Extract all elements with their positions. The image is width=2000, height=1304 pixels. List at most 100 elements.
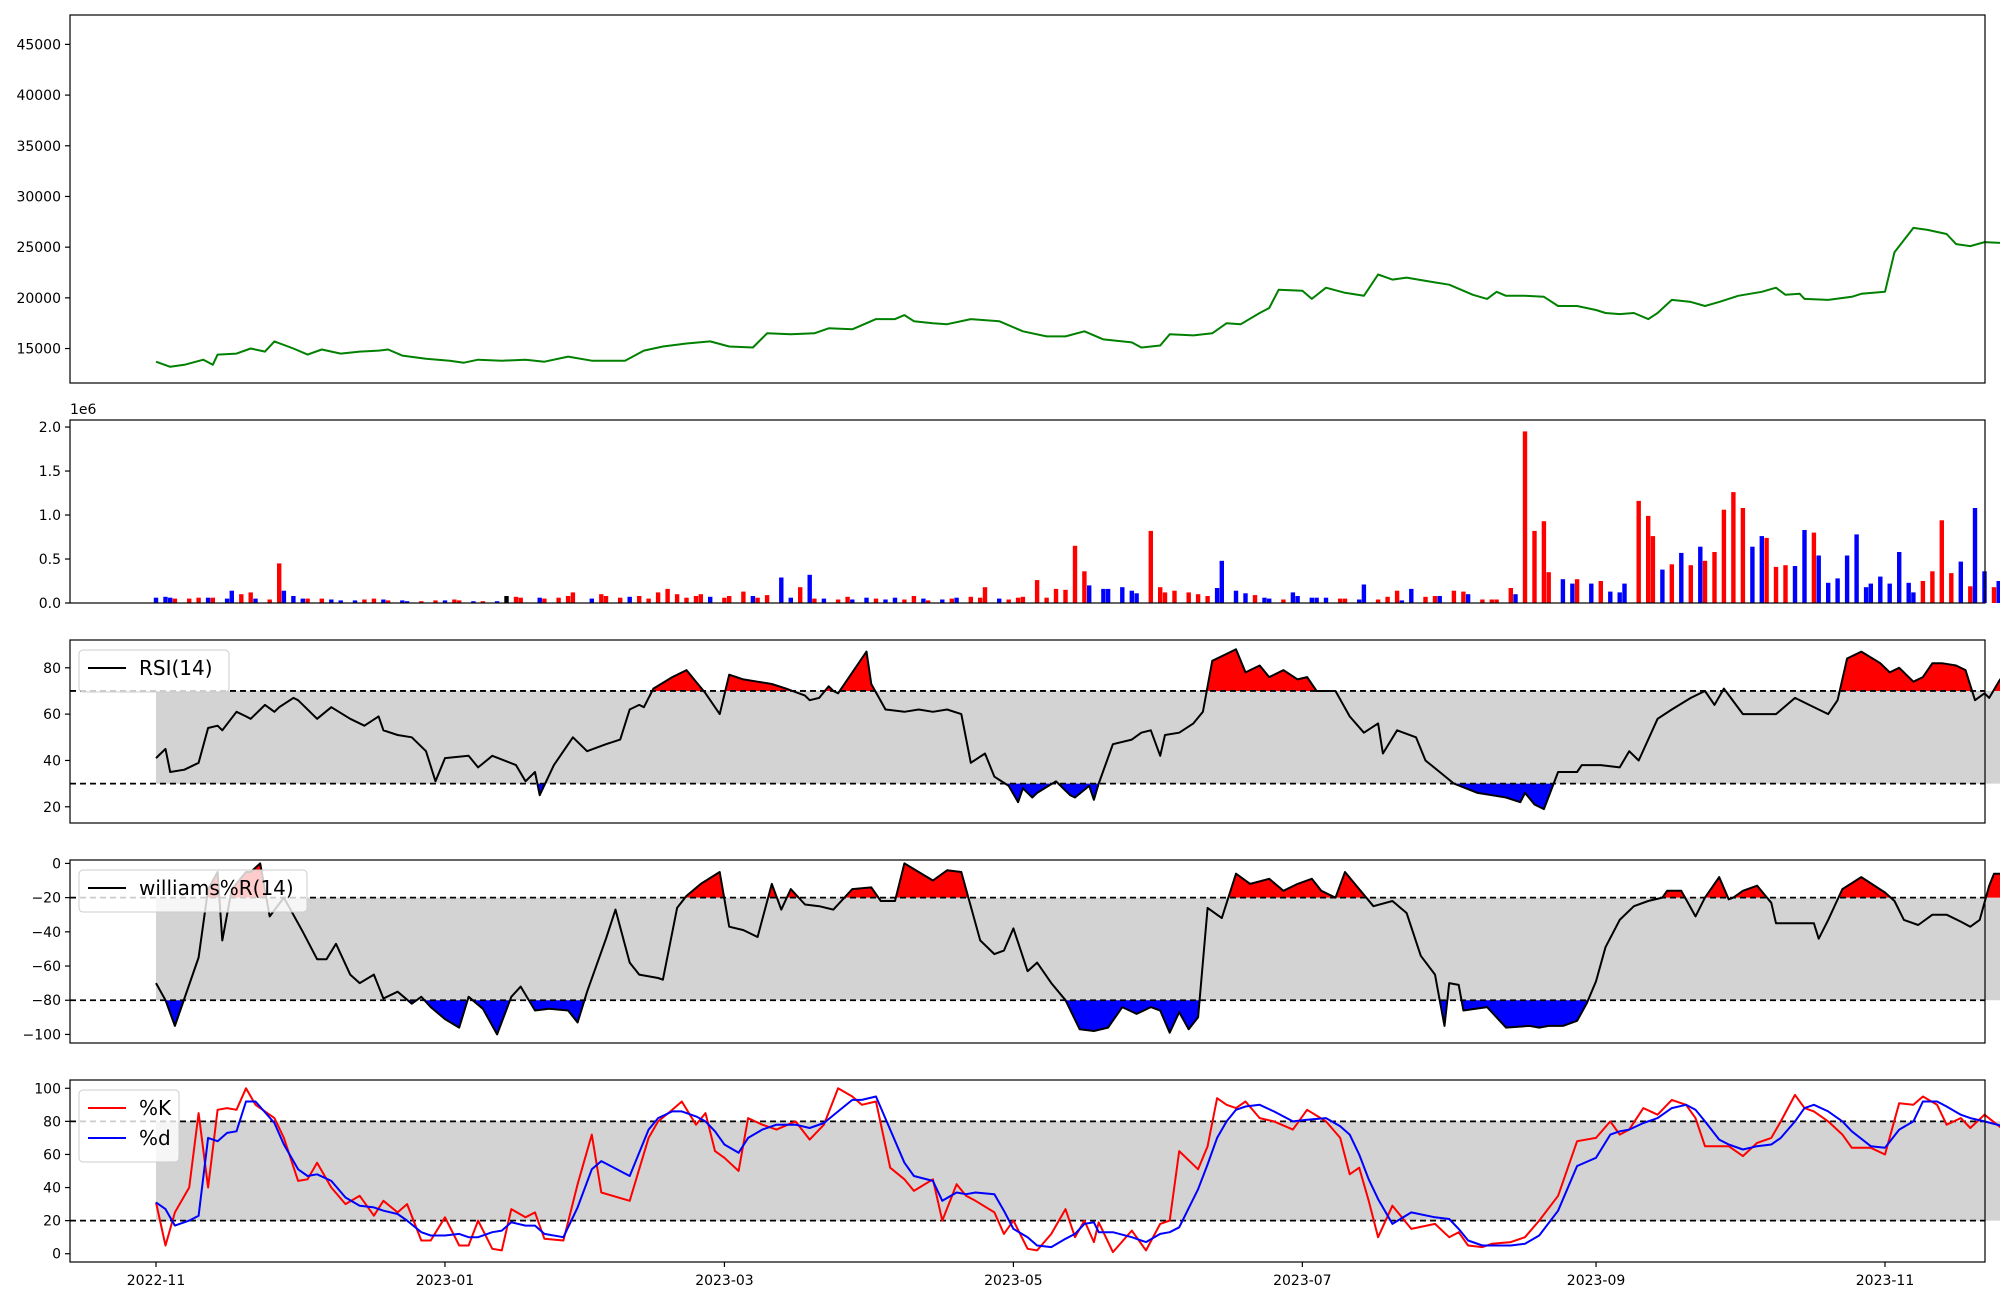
volume-bar xyxy=(1651,536,1655,603)
volume-bar xyxy=(206,598,210,603)
y-tick-label: 80 xyxy=(43,1114,61,1130)
volume-bar xyxy=(604,596,608,603)
volume-bar xyxy=(1205,596,1209,603)
volume-bar xyxy=(950,599,954,603)
volume-bar xyxy=(154,598,158,603)
y-tick-label: 60 xyxy=(43,707,61,723)
volume-bar xyxy=(196,598,200,603)
volume-bar xyxy=(1310,598,1314,603)
volume-bar xyxy=(1523,431,1527,603)
volume-bar xyxy=(1291,592,1295,603)
y-tick-label: 2.0 xyxy=(39,420,61,436)
volume-bar xyxy=(1570,584,1574,603)
volume-bar xyxy=(708,597,712,603)
x-tick-label: 2023-07 xyxy=(1273,1273,1332,1289)
volume-bar xyxy=(1897,552,1901,603)
volume-bar xyxy=(301,599,305,603)
volume-bar xyxy=(1461,592,1465,603)
volume-bar xyxy=(1845,556,1849,604)
volume-bar xyxy=(1385,597,1389,603)
y-tick-label: 40 xyxy=(43,1181,61,1197)
volume-bar xyxy=(1073,546,1077,603)
volume-bar xyxy=(1134,593,1138,603)
volume-bar xyxy=(1992,587,1996,603)
volume-bar xyxy=(1637,501,1641,603)
volume-bar xyxy=(1187,592,1191,603)
y-tick-label: −60 xyxy=(31,959,61,975)
volume-bar xyxy=(1532,531,1536,603)
panel-frame-1 xyxy=(70,420,1985,603)
volume-bar xyxy=(504,596,508,603)
y-tick-label: 20000 xyxy=(16,291,61,307)
volume-bar xyxy=(1196,594,1200,603)
volume-bar xyxy=(1220,561,1224,603)
volume-offset-label: 1e6 xyxy=(70,402,97,418)
x-tick-label: 2023-05 xyxy=(984,1273,1043,1289)
volume-bar xyxy=(1703,561,1707,603)
volume-bar xyxy=(282,591,286,603)
volume-bar xyxy=(1760,536,1764,603)
volume-bar xyxy=(694,596,698,603)
legend-label: williams%R(14) xyxy=(139,876,294,900)
volume-bar xyxy=(1149,531,1153,603)
y-tick-label: 20 xyxy=(43,1214,61,1230)
volume-bar xyxy=(1930,571,1934,603)
volume-bar xyxy=(1907,583,1911,603)
volume-bar xyxy=(864,598,868,603)
volume-bar xyxy=(1063,590,1067,603)
volume-bar xyxy=(699,594,703,603)
y-tick-label: 0 xyxy=(52,856,61,872)
legend-label: RSI(14) xyxy=(139,656,213,680)
volume-bar xyxy=(656,592,660,603)
volume-bar xyxy=(1433,596,1437,603)
volume-bar xyxy=(1021,597,1025,603)
volume-bar xyxy=(1120,587,1124,603)
volume-bar xyxy=(253,599,257,603)
y-tick-label: −20 xyxy=(31,891,61,907)
volume-bar xyxy=(1764,538,1768,603)
volume-bar xyxy=(1338,599,1342,603)
y-tick-label: 40 xyxy=(43,753,61,769)
volume-bar xyxy=(684,598,688,603)
panel-frame-0 xyxy=(70,15,1985,383)
volume-bar xyxy=(187,599,191,603)
volume-bar xyxy=(1106,589,1110,603)
y-tick-label: 15000 xyxy=(16,342,61,358)
volume-bar xyxy=(1997,581,2000,603)
volume-bar xyxy=(845,597,849,603)
volume-bar xyxy=(1547,572,1551,603)
volume-bar xyxy=(1130,591,1134,603)
oversold-fill xyxy=(166,1000,184,1026)
volume-bar xyxy=(1622,584,1626,603)
volume-bar xyxy=(779,578,783,604)
volume-bar xyxy=(1575,579,1579,603)
volume-bar xyxy=(249,592,253,603)
volume-bar xyxy=(538,598,542,603)
volume-bar xyxy=(1802,530,1806,603)
volume-bar xyxy=(1395,591,1399,603)
volume-bar xyxy=(1163,592,1167,603)
x-tick-label: 2022-11 xyxy=(127,1273,186,1289)
price-line xyxy=(156,31,2000,367)
volume-bar xyxy=(1878,577,1882,603)
volume-bar xyxy=(1741,508,1745,603)
volume-bar xyxy=(1793,566,1797,603)
volume-bar xyxy=(1864,587,1868,603)
y-tick-label: 45000 xyxy=(16,37,61,53)
volume-bar xyxy=(954,598,958,603)
volume-bar xyxy=(1295,596,1299,603)
volume-bar xyxy=(514,597,518,603)
volume-bar xyxy=(1888,584,1892,603)
overbought-fill xyxy=(1840,652,1972,691)
volume-bar xyxy=(798,587,802,603)
y-tick-label: −40 xyxy=(31,925,61,941)
volume-bar xyxy=(1087,585,1091,603)
legend: williams%R(14) xyxy=(79,870,307,912)
volume-bar xyxy=(230,591,234,603)
volume-bar xyxy=(921,599,925,603)
volume-bar xyxy=(320,599,324,603)
